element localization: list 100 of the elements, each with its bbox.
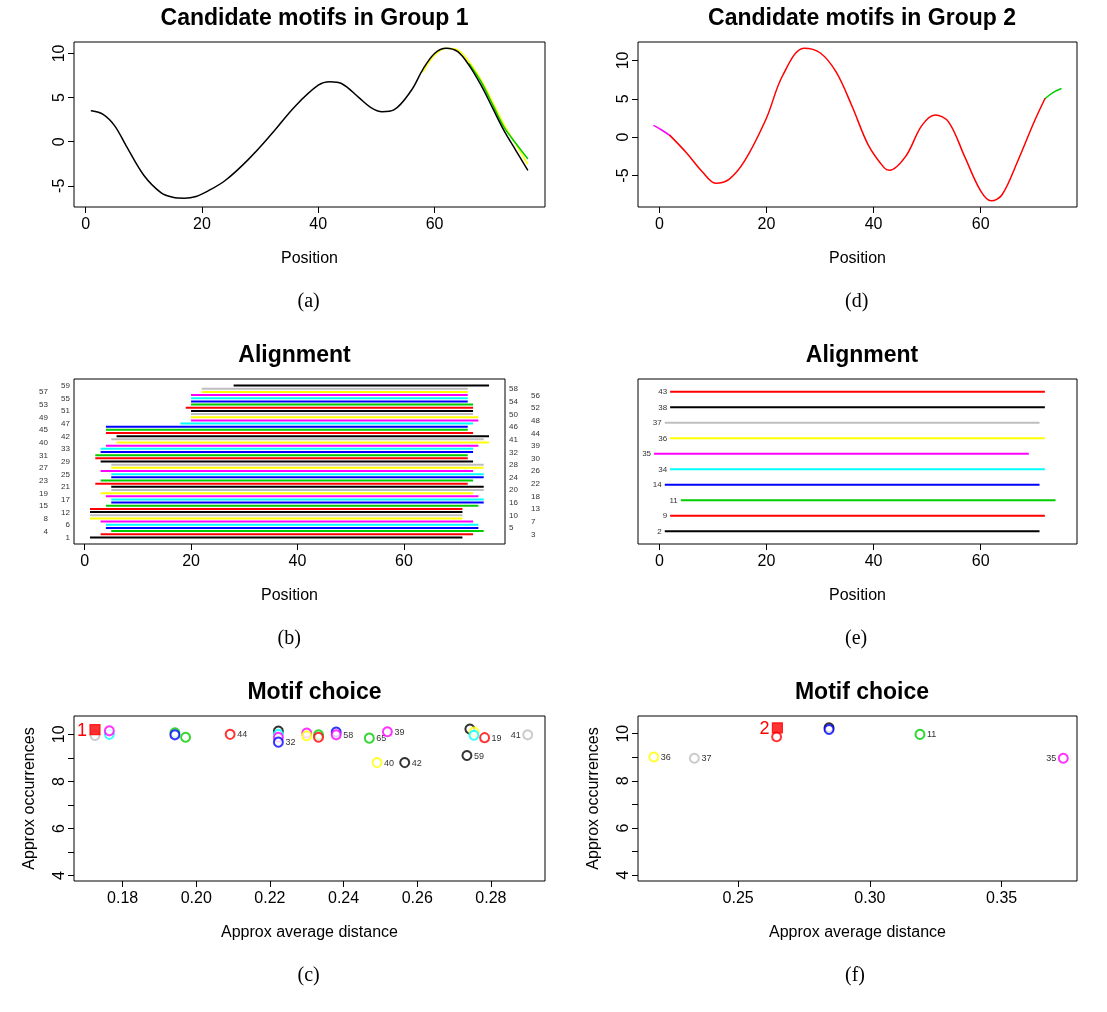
x-tick-label: 0.18 (107, 888, 139, 906)
x-tick-label: 20 (757, 551, 776, 569)
chart-title: Candidate motifs in Group 2 (708, 3, 1016, 30)
annotation: 35 (1046, 753, 1057, 764)
annotation: 2 (759, 717, 770, 738)
category-label: 56 (531, 390, 540, 400)
annotation: 19 (491, 732, 502, 743)
y-tick-label: 4 (613, 870, 631, 880)
x-tick-label: 0 (81, 214, 91, 232)
annotation: 39 (394, 726, 405, 737)
category-label: 9 (662, 511, 668, 521)
annotation: 44 (237, 729, 248, 740)
x-tick-label: 60 (395, 551, 413, 569)
category-label: 49 (39, 412, 48, 422)
x-axis-title: Position (261, 585, 318, 603)
y-axis-title: Approx occurrences (583, 727, 601, 870)
x-tick-label: 40 (864, 551, 883, 569)
y-tick-label: 10 (613, 724, 631, 743)
category-label: 38 (658, 402, 668, 412)
category-label: 28 (509, 460, 518, 470)
x-tick-label: 0 (80, 551, 90, 569)
annotation: 37 (701, 753, 712, 764)
annotation: 65 (376, 733, 387, 744)
category-label: 21 (61, 482, 70, 492)
x-tick-label: 20 (757, 214, 776, 232)
y-tick-label: 5 (613, 94, 631, 104)
category-label: 27 (39, 463, 48, 473)
x-tick-label: 60 (971, 214, 990, 232)
y-axis-title: Approx occurrences (19, 727, 37, 870)
category-label: 45 (39, 425, 48, 435)
y-tick-label: 0 (613, 132, 631, 142)
y-tick-label: 10 (49, 44, 67, 63)
category-label: 3 (531, 529, 536, 539)
category-label: 51 (61, 406, 70, 416)
annotation: 42 (411, 757, 422, 768)
category-label: 58 (509, 384, 518, 394)
annotation: 40 (384, 757, 395, 768)
annotation: 41 (510, 729, 521, 740)
x-tick-label: 20 (182, 551, 201, 569)
category-label: 25 (61, 469, 70, 479)
x-tick-label: 0.25 (722, 888, 754, 906)
x-tick-label: 60 (971, 551, 990, 569)
category-label: 22 (531, 479, 540, 489)
annotation: 1 (76, 719, 87, 740)
category-label: 48 (531, 415, 540, 425)
annotation: 58 (343, 729, 354, 740)
category-label: 23 (39, 475, 48, 485)
category-label: 10 (509, 510, 518, 520)
text: (e) (845, 626, 868, 649)
chart-title: Alignment (805, 340, 919, 367)
chart-title: Candidate motifs in Group 1 (160, 3, 469, 30)
category-label: 39 (531, 441, 540, 451)
category-label: 34 (658, 464, 668, 474)
chart-title: Motif choice (794, 677, 930, 704)
category-label: 32 (509, 447, 518, 457)
x-tick-label: 0.22 (254, 888, 286, 906)
x-tick-label: 0.24 (327, 888, 360, 906)
x-axis-title: Approx average distance (769, 922, 947, 940)
category-label: 41 (509, 434, 518, 444)
category-label: 36 (658, 433, 668, 443)
x-tick-label: 0.30 (854, 888, 886, 906)
x-tick-label: 0 (654, 551, 664, 569)
chart-title: Alignment (238, 340, 352, 367)
category-label: 43 (658, 387, 668, 397)
category-label: 17 (61, 494, 70, 504)
x-tick-label: 0.35 (986, 888, 1018, 906)
category-label: 30 (531, 453, 540, 463)
category-label: 5 (509, 523, 514, 533)
x-axis-title: Position (281, 248, 338, 266)
x-tick-label: 0.28 (475, 888, 507, 906)
category-label: 12 (61, 507, 70, 517)
category-label: 52 (531, 403, 540, 413)
category-label: 11 (669, 495, 678, 505)
category-label: 42 (61, 431, 70, 441)
category-label: 37 (652, 418, 662, 428)
chart-title: Motif choice (247, 677, 382, 704)
category-label: 54 (509, 396, 518, 406)
x-tick-label: 40 (309, 214, 328, 232)
text: (b) (277, 626, 301, 649)
category-label: 16 (509, 498, 518, 508)
x-tick-label: 20 (193, 214, 211, 232)
category-label: 20 (509, 485, 518, 495)
text: (c) (297, 963, 320, 986)
y-tick-label: 5 (49, 93, 67, 103)
x-axis-title: Position (829, 248, 886, 266)
annotation: 32 (285, 737, 296, 748)
text: (d) (845, 289, 869, 312)
y-tick-label: 0 (49, 137, 67, 147)
category-label: 1 (65, 532, 70, 542)
x-tick-label: 0.20 (180, 888, 212, 906)
x-tick-label: 40 (288, 551, 307, 569)
y-tick-label: -5 (613, 168, 631, 183)
x-tick-label: 0 (654, 214, 664, 232)
x-axis-title: Position (829, 585, 886, 603)
y-tick-label: 4 (49, 871, 67, 881)
category-label: 44 (531, 428, 540, 438)
category-label: 26 (531, 466, 540, 476)
category-label: 18 (531, 491, 540, 501)
x-tick-label: 40 (864, 214, 883, 232)
category-label: 7 (531, 517, 536, 527)
